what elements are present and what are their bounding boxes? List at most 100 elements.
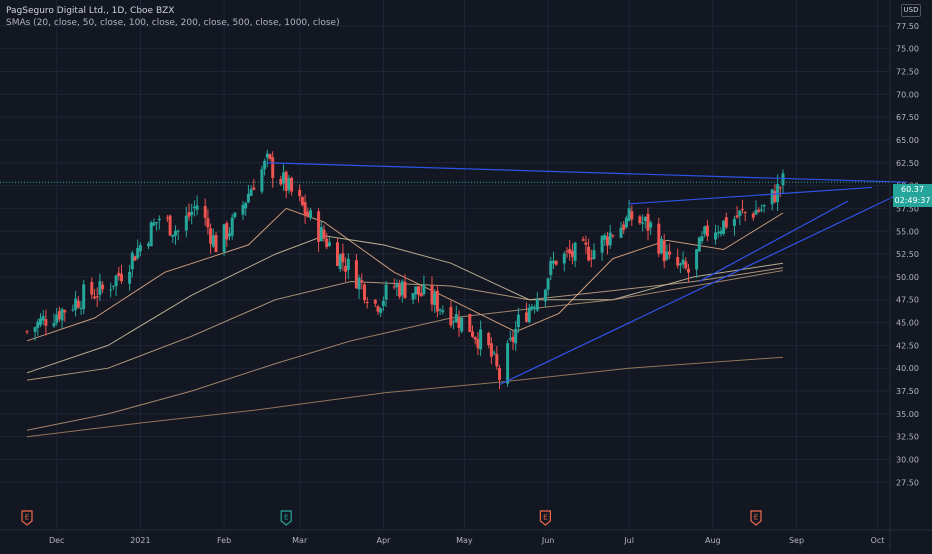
candle-body (697, 237, 701, 252)
candle-body (643, 217, 647, 222)
earnings-marker[interactable]: E (21, 510, 33, 526)
candle-body (495, 354, 499, 367)
candle-body (117, 272, 121, 276)
candle-body (287, 178, 291, 191)
candle-body (527, 307, 531, 323)
candle-body (244, 202, 248, 209)
time-tick-label: Jul (623, 536, 634, 545)
candle-body (530, 306, 534, 310)
candle-body (246, 193, 250, 203)
candle-body (271, 157, 275, 178)
candle-body (678, 263, 682, 266)
candle-body (738, 210, 742, 217)
candle-body (341, 253, 345, 263)
candle-body (584, 242, 588, 245)
candle-body (695, 249, 699, 270)
earnings-marker[interactable]: E (750, 510, 762, 526)
price-tick-label: 55.00 (896, 227, 919, 236)
price-tick-label: 37.50 (896, 387, 919, 396)
candle-body (338, 254, 342, 269)
candle-body (344, 265, 348, 272)
candle-body (168, 215, 172, 236)
candle-body (228, 233, 231, 237)
candle-body (398, 283, 402, 297)
last-price-tag: 60.37 02:49:37 (893, 184, 932, 207)
candle-body (735, 215, 739, 218)
symbol-title: PagSeguro Digital Ltd., 1D, Cboe BZX (6, 6, 175, 16)
candle-body (759, 209, 763, 211)
candle-body (668, 251, 672, 255)
earnings-marker[interactable]: E (539, 510, 551, 526)
candle-body (587, 246, 591, 261)
candle-body (319, 227, 323, 242)
candle-body (260, 169, 264, 192)
price-tick-label: 62.50 (896, 159, 919, 168)
candle-body (438, 309, 442, 311)
candle-body (298, 189, 302, 197)
earnings-marker[interactable]: E (280, 510, 292, 526)
candle-body (279, 179, 283, 185)
sma-line (26, 356, 784, 438)
candle-body (506, 343, 510, 384)
candle-body (147, 243, 150, 247)
candle-body (724, 217, 728, 228)
candle-body (60, 309, 64, 321)
indicator-label: SMAs (20, close, 50, close, 100, close, … (6, 18, 340, 28)
candle-body (284, 171, 288, 191)
candle-body (419, 293, 423, 297)
candle-body (306, 211, 310, 217)
candle-body (776, 184, 780, 203)
time-axis: Dec2021FebMarAprMayJunJulAugSepOctNov (0, 529, 932, 545)
candle-body (149, 222, 153, 247)
candle-body (111, 285, 115, 287)
candle-body (705, 225, 709, 237)
candle-body (136, 247, 140, 259)
candle-body (608, 232, 612, 246)
candle-body (114, 275, 118, 287)
price-tick-label: 50.00 (896, 273, 919, 282)
candle-body (317, 211, 321, 242)
candle-body (373, 299, 377, 304)
candle-body (263, 160, 267, 170)
time-tick-label: 2021 (130, 536, 150, 545)
price-tick-label: 30.00 (896, 456, 919, 465)
candle-body (209, 228, 213, 244)
candle-body (268, 154, 272, 159)
candle-body (514, 328, 518, 344)
candle-body (535, 298, 539, 311)
candle-body (322, 229, 326, 239)
price-tick-label: 32.50 (896, 433, 919, 442)
time-tick-label: Dec (49, 536, 64, 545)
candle-body (457, 317, 461, 328)
candle-body (233, 212, 237, 218)
candle-body (325, 238, 329, 248)
sma-line (26, 235, 784, 374)
candle-body (41, 315, 45, 321)
candle-body (732, 218, 736, 226)
price-tick-label: 45.00 (896, 319, 919, 328)
candle-body (44, 319, 48, 326)
candle-body (778, 187, 782, 189)
candle-body (411, 293, 415, 300)
time-tick-label: Jun (541, 536, 555, 545)
price-tick-label: 67.50 (896, 113, 919, 122)
candle-body (354, 260, 358, 289)
candle-body (489, 343, 493, 357)
candle-body (120, 273, 123, 282)
candle-body (722, 220, 726, 234)
price-tick-label: 75.00 (896, 45, 919, 54)
candle-body (449, 306, 453, 326)
earnings-label: E (543, 514, 547, 522)
candle-body (773, 191, 777, 203)
candle-body (743, 212, 747, 214)
candle-body (662, 240, 666, 262)
currency-button[interactable]: USD (901, 4, 921, 17)
candle-body (282, 172, 285, 184)
candle-body (714, 232, 717, 240)
candle-body (95, 296, 99, 298)
candle-body (741, 208, 744, 211)
candle-body (627, 208, 631, 221)
earnings-badge-icon (539, 510, 551, 526)
